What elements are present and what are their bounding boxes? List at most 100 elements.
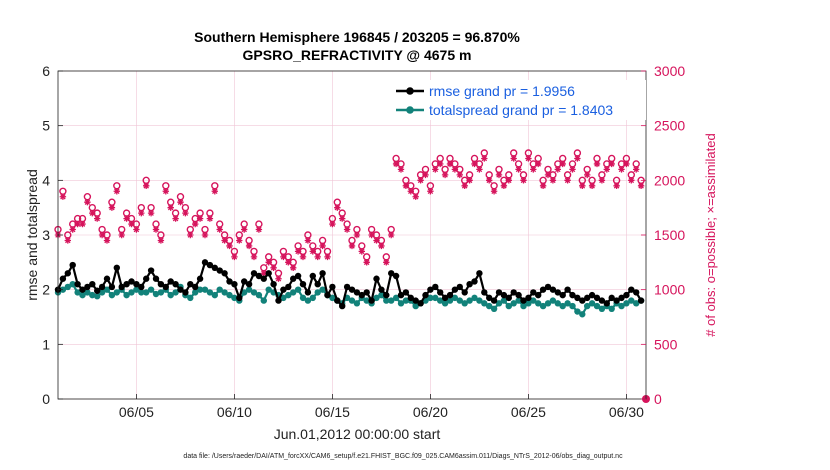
rmse-point: [544, 283, 552, 291]
obs-assimilated-marker: [505, 177, 512, 184]
totalspread-point: [294, 286, 302, 293]
obs-assimilated-marker: [373, 237, 380, 244]
y-tick-label-left: 3: [42, 227, 50, 243]
rmse-point: [397, 291, 405, 299]
totalspread-point: [623, 300, 630, 307]
totalspread-point: [618, 302, 625, 310]
totalspread-point: [314, 289, 321, 296]
rmse-point: [378, 286, 385, 293]
obs-assimilated-marker: [89, 209, 96, 217]
rmse-point: [481, 289, 488, 296]
totalspread-point: [476, 297, 483, 304]
y-tick-label-left: 2: [42, 282, 50, 298]
totalspread-point: [133, 286, 140, 293]
rmse-point: [530, 289, 537, 296]
rmse-point: [520, 297, 527, 304]
obs-assimilated-marker: [451, 166, 459, 173]
rmse-point: [157, 281, 165, 288]
totalspread-point: [143, 289, 150, 296]
totalspread-point: [486, 302, 493, 310]
obs-assimilated-marker: [290, 264, 297, 271]
obs-assimilated-marker: [98, 231, 106, 239]
totalspread-point: [98, 289, 106, 296]
obs-assimilated-marker: [549, 177, 557, 184]
totalspread-point: [441, 300, 449, 307]
obs-assimilated-marker: [456, 171, 463, 179]
rmse-point: [343, 283, 351, 291]
rmse-point: [564, 286, 571, 293]
obs-assimilated-marker: [427, 188, 434, 195]
y-tick-label-right: 3000: [654, 63, 685, 79]
rmse-point: [392, 272, 400, 280]
obs-assimilated-marker: [162, 188, 169, 195]
totalspread-point: [285, 291, 292, 299]
rmse-point: [211, 264, 218, 271]
obs-assimilated-marker: [133, 226, 140, 233]
obs-assimilated-marker: [69, 226, 76, 233]
y-tick-label-left: 5: [42, 118, 50, 134]
obs-assimilated-marker: [192, 220, 199, 228]
obs-assimilated-marker: [241, 226, 248, 233]
totalspread-point: [383, 297, 390, 304]
obs-assimilated-marker: [392, 160, 400, 168]
totalspread-point: [167, 291, 174, 299]
obs-assimilated-marker: [123, 215, 130, 222]
rmse-point: [432, 283, 439, 291]
obs-assimilated-marker: [236, 237, 243, 244]
y-tick-label-left: 1: [42, 336, 50, 352]
rmse-point: [388, 270, 395, 277]
totalspread-point: [231, 294, 238, 302]
rmse-point: [549, 286, 557, 293]
obs-assimilated-marker: [633, 166, 640, 173]
obs-assimilated-marker: [138, 209, 145, 217]
obs-assimilated-marker: [608, 160, 615, 168]
rmse-point: [250, 270, 258, 277]
rmse-point: [490, 297, 498, 304]
rmse-point: [59, 275, 67, 282]
y-tick-label-right: 1500: [654, 227, 685, 243]
obs-assimilated-marker: [515, 166, 522, 173]
totalspread-point: [94, 293, 101, 300]
rmse-point: [353, 289, 361, 296]
rmse-point: [466, 281, 473, 288]
obs-assimilated-marker: [368, 231, 375, 239]
rmse-point: [500, 291, 508, 299]
obs-assimilated-marker: [397, 166, 405, 173]
rmse-point: [358, 291, 365, 299]
totalspread-point: [172, 289, 179, 296]
obs-assimilated-marker: [637, 182, 645, 189]
totalspread-point: [559, 302, 566, 310]
obs-assimilated-marker: [603, 166, 610, 173]
rmse-point: [206, 261, 214, 269]
rmse-point: [123, 281, 130, 288]
obs-assimilated-marker: [108, 204, 116, 211]
totalspread-point: [451, 294, 459, 302]
obs-assimilated-marker: [285, 259, 292, 266]
obs-assimilated-marker: [618, 166, 625, 173]
rmse-point: [637, 297, 645, 304]
totalspread-point: [299, 294, 307, 302]
totalspread-point: [226, 291, 233, 299]
obs-assimilated-marker: [84, 199, 91, 206]
rmse-point: [94, 287, 101, 294]
obs-assimilated-marker: [113, 188, 120, 195]
obs-assimilated-marker: [486, 177, 493, 184]
rmse-point: [187, 281, 194, 288]
rmse-point: [226, 278, 233, 285]
obs-assimilated-marker: [525, 155, 532, 162]
obs-assimilated-marker: [520, 177, 527, 184]
rmse-point: [108, 283, 116, 291]
rmse-point: [613, 297, 620, 304]
rmse-point: [64, 270, 72, 277]
obs-assimilated-marker: [309, 248, 316, 255]
totalspread-point: [221, 289, 228, 296]
obs-assimilated-marker: [539, 182, 547, 189]
totalspread-point: [608, 305, 615, 312]
obs-assimilated-marker: [157, 237, 165, 244]
obs-assimilated-marker: [432, 166, 439, 173]
rmse-point: [79, 286, 86, 293]
y-tick-label-right: 500: [654, 336, 678, 352]
y-tick-label-left: 6: [42, 63, 50, 79]
rmse-point: [231, 281, 238, 288]
rmse-point: [89, 281, 96, 288]
